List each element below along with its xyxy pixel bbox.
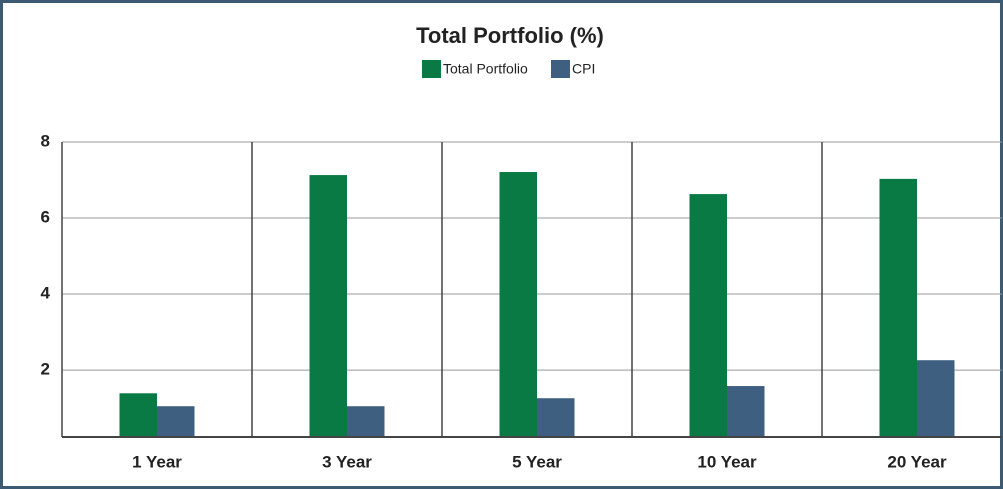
- x-tick-label: 1 Year: [132, 452, 182, 471]
- x-tick-label: 5 Year: [512, 452, 562, 471]
- legend: Total Portfolio CPI: [422, 60, 595, 78]
- bar: [347, 406, 385, 437]
- bar: [119, 393, 157, 437]
- bar: [727, 386, 765, 437]
- bar: [917, 360, 955, 437]
- x-tick-label: 10 Year: [697, 452, 757, 471]
- legend-swatch: [422, 60, 441, 78]
- bar: [309, 175, 347, 437]
- x-tick-label: 20 Year: [887, 452, 947, 471]
- y-tick-label: 8: [41, 131, 50, 150]
- bar: [537, 398, 575, 437]
- x-tick-label: 3 Year: [322, 452, 372, 471]
- y-tick-label: 2: [41, 360, 50, 379]
- bar: [157, 406, 195, 437]
- bar: [879, 178, 917, 437]
- y-tick-label: 4: [41, 284, 51, 303]
- legend-label: Total Portfolio: [443, 61, 528, 77]
- legend-swatch: [551, 60, 570, 78]
- legend-label: CPI: [572, 61, 595, 77]
- bar: [499, 172, 537, 437]
- y-tick-label: 6: [41, 208, 50, 227]
- bar: [689, 194, 727, 437]
- chart-title: Total Portfolio (%): [416, 23, 604, 48]
